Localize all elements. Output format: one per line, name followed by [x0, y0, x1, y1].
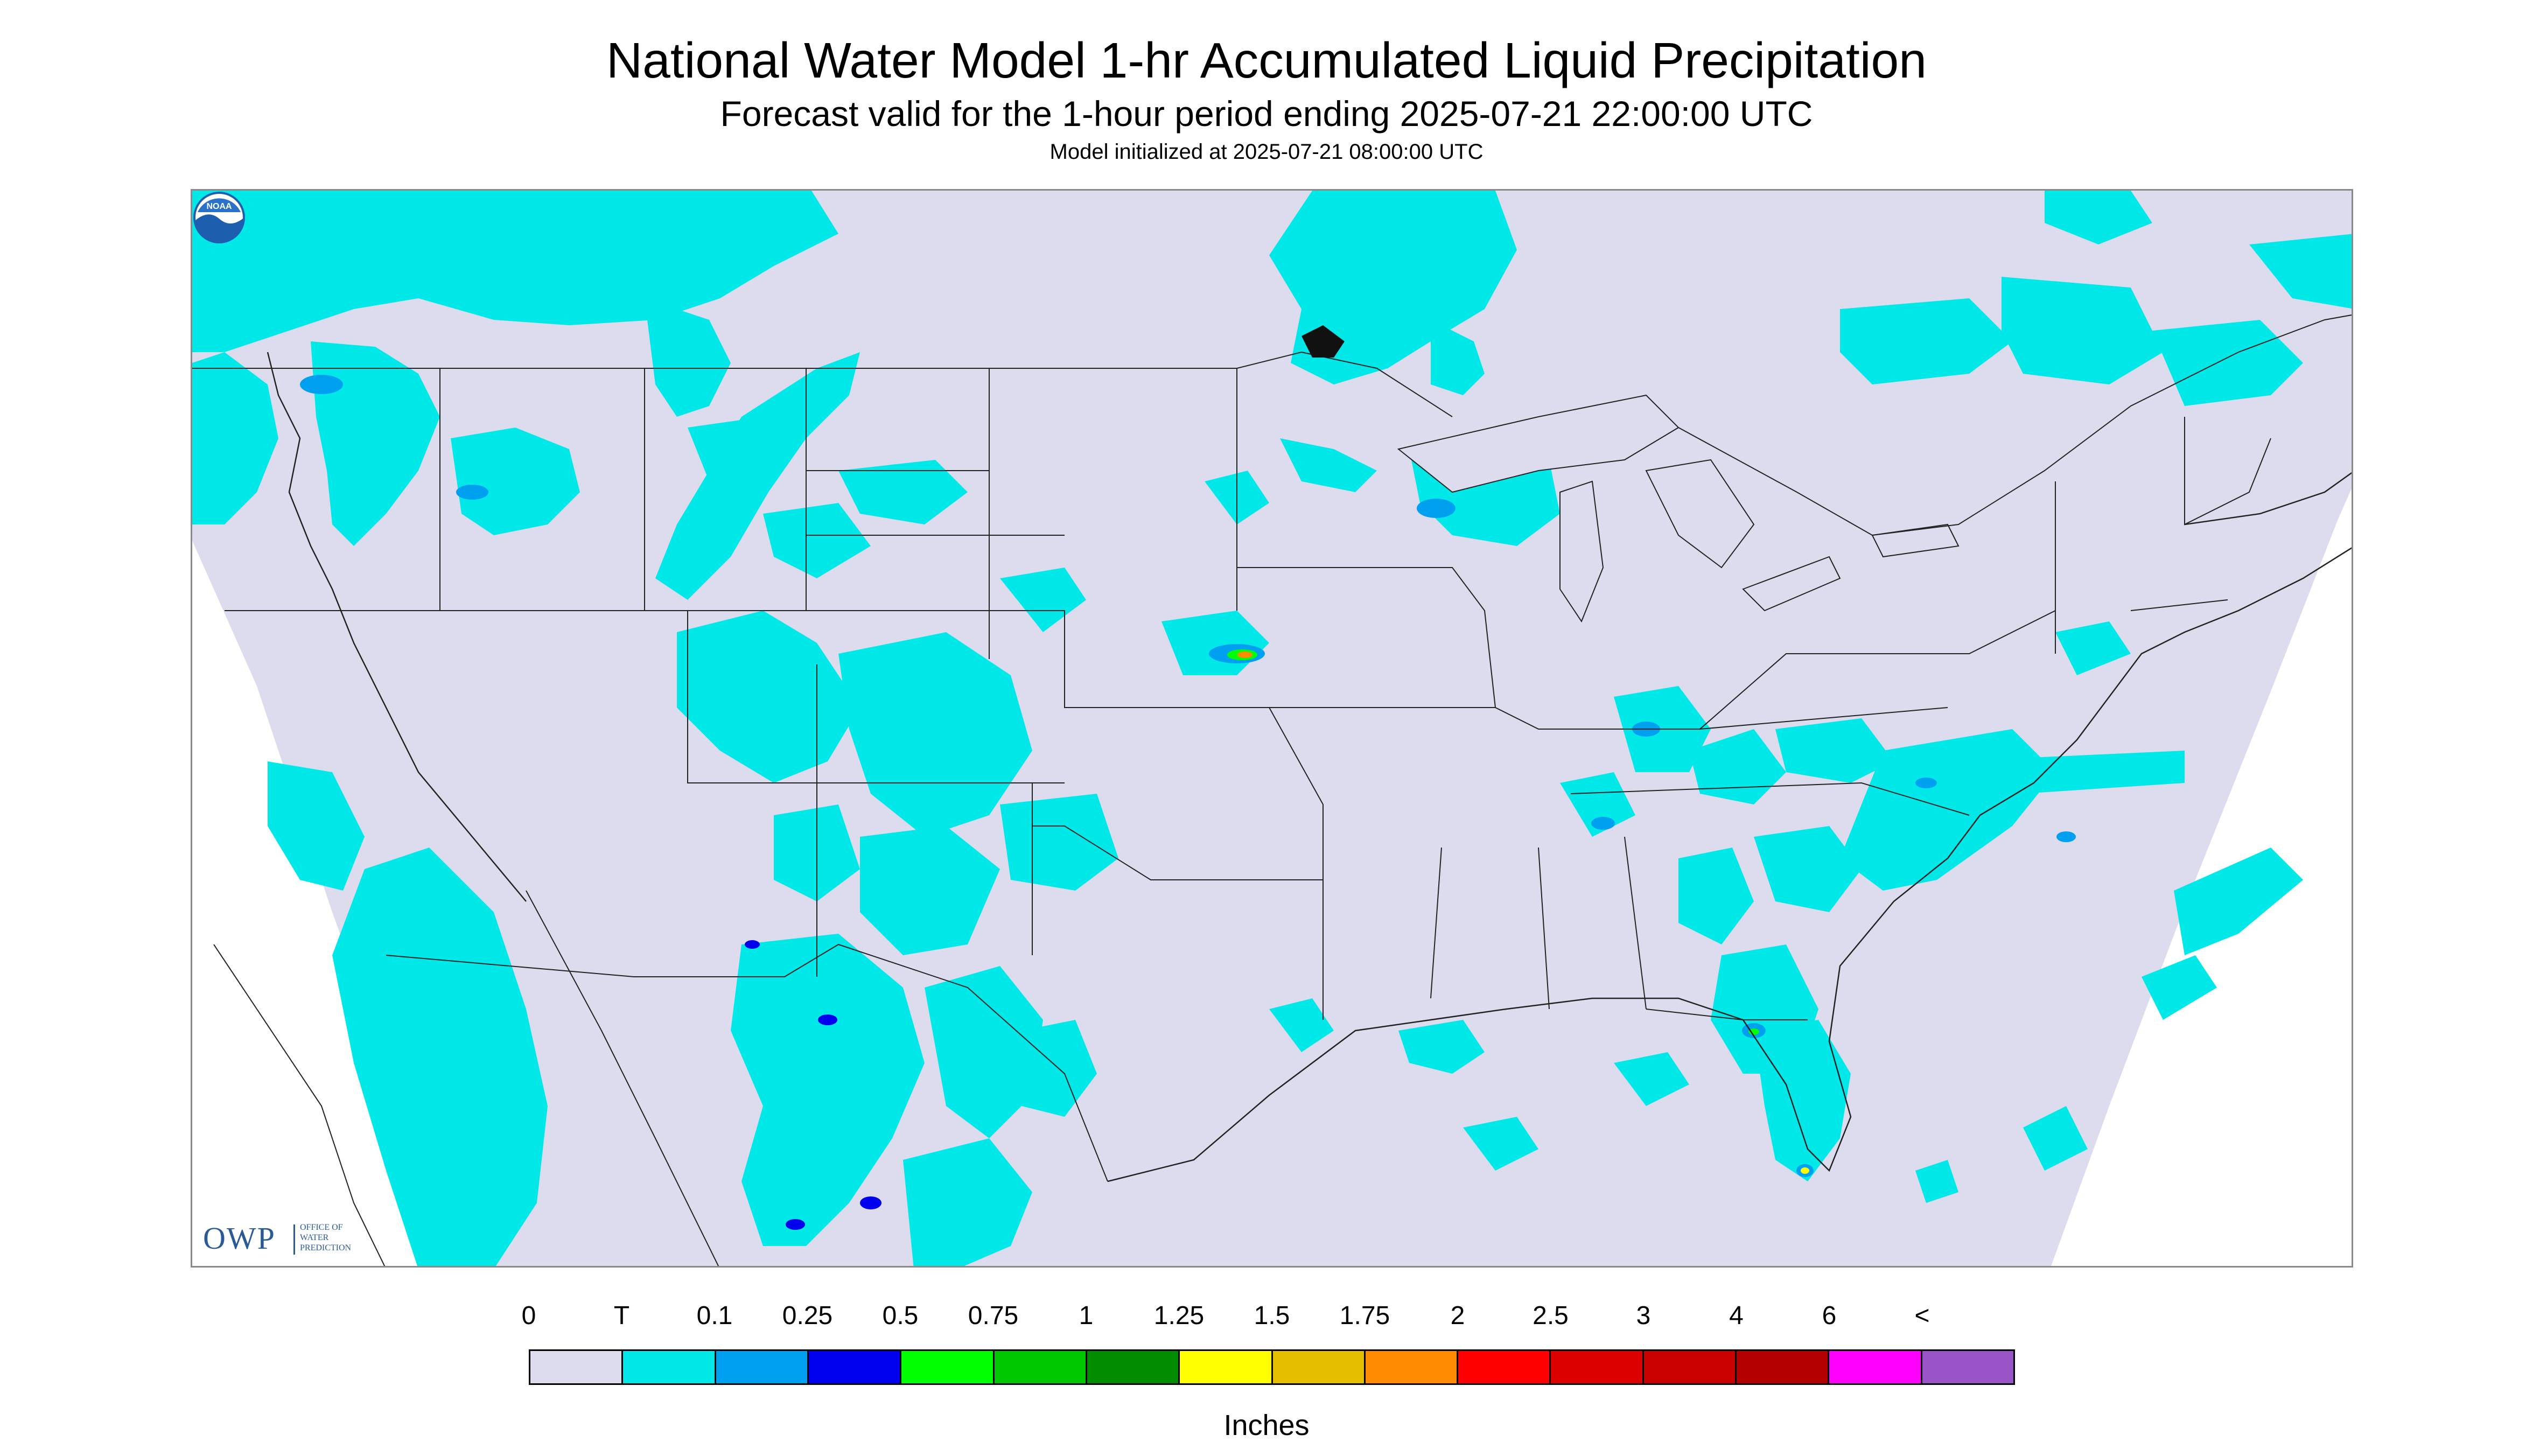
legend-tick-label: T — [613, 1301, 630, 1330]
lake-of-the-woods — [1302, 325, 1345, 358]
legend-swatch — [901, 1351, 995, 1383]
owp-logo-mark: OWP — [203, 1221, 276, 1256]
legend-labels: 0 T 0.1 0.25 0.5 0.75 1 1.25 1.5 1.75 2 2.5 3 4 6 < — [522, 1301, 2015, 1335]
legend-swatch — [994, 1351, 1087, 1383]
legend-tick-label: 1.25 — [1153, 1301, 1205, 1330]
model-init-line: Model initialized at 2025-07-21 08:00:00… — [1049, 140, 1484, 164]
legend-swatch — [623, 1351, 716, 1383]
legend-tick-label: 0.25 — [782, 1301, 833, 1330]
forecast-valid-subtitle: Forecast valid for the 1-hour period end… — [720, 94, 1813, 134]
legend-swatch — [1643, 1351, 1737, 1383]
legend-tick-label: 1.75 — [1339, 1301, 1390, 1330]
precip-heavy-cells — [300, 375, 2076, 1230]
legend-tick-label: 4 — [1729, 1301, 1744, 1330]
great-lakes — [1397, 394, 1960, 623]
owp-logo-line-2: WATER — [300, 1233, 329, 1242]
legend-swatch — [1551, 1351, 1644, 1383]
noaa-logo-icon: NOAA — [193, 192, 245, 243]
political-boundaries — [192, 314, 2352, 1266]
owp-logo-line-3: PREDICTION — [300, 1243, 352, 1252]
legend-tick-label: 1.5 — [1254, 1301, 1290, 1330]
legend-swatch — [716, 1351, 809, 1383]
legend-tick-label: 0.1 — [696, 1301, 733, 1330]
legend-swatch — [1737, 1351, 1830, 1383]
legend-swatch — [1272, 1351, 1366, 1383]
legend-colorbar — [529, 1349, 2015, 1385]
legend-swatch — [1922, 1351, 2013, 1383]
owp-logo: OWP OFFICE OF WATER PREDICTION — [203, 1220, 381, 1258]
legend-tick-label: 2.5 — [1533, 1301, 1569, 1330]
legend-tick-label: 3 — [1636, 1301, 1651, 1330]
precip-trace-areas — [192, 191, 2352, 1266]
legend-swatch — [808, 1351, 902, 1383]
legend-swatch — [1365, 1351, 1459, 1383]
legend-tick-label: 0 — [521, 1301, 536, 1330]
legend-tick-label: 2 — [1450, 1301, 1465, 1330]
legend-swatch — [1458, 1351, 1551, 1383]
page-title: National Water Model 1-hr Accumulated Li… — [606, 32, 1927, 88]
legend-tick-label: 0.75 — [968, 1301, 1019, 1330]
owp-logo-text: OFFICE OF WATER PREDICTION — [300, 1222, 381, 1253]
legend-tick-label: 0.5 — [882, 1301, 919, 1330]
legend-tick-label: 6 — [1822, 1301, 1837, 1330]
legend-units: Inches — [1223, 1409, 1310, 1441]
legend-swatch — [1180, 1351, 1273, 1383]
legend-tick-label: 1 — [1079, 1301, 1094, 1330]
legend-swatch — [530, 1351, 624, 1383]
coastlines — [267, 352, 2352, 1182]
legend-swatch — [1829, 1351, 1922, 1383]
legend-swatch — [1087, 1351, 1180, 1383]
owp-logo-line-1: OFFICE OF — [300, 1223, 343, 1232]
map-canvas — [192, 191, 2352, 1266]
noaa-logo-label: NOAA — [206, 202, 232, 211]
legend-tick-label: < — [1914, 1301, 1930, 1330]
precipitation-map: OWP OFFICE OF WATER PREDICTION NOAA — [191, 189, 2353, 1268]
owp-logo-divider — [293, 1224, 295, 1255]
